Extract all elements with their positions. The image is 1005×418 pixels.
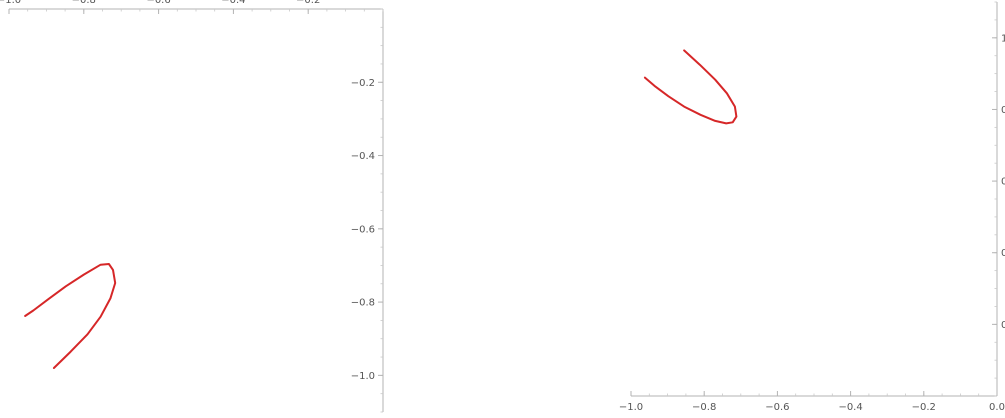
y-tick-label: −0.4 (351, 151, 375, 162)
x-tick-label: −0.8 (72, 0, 96, 6)
series-curve (24, 263, 117, 369)
y-tick-label: 0.6 (1001, 177, 1005, 188)
y-tick-label: 1.0 (1001, 33, 1005, 44)
y-tick-label: 0.4 (1001, 248, 1005, 259)
x-tick-label: 0.0 (989, 402, 1005, 413)
x-tick-label: −0.4 (221, 0, 245, 6)
y-tick-label: −0.2 (351, 78, 375, 89)
x-tick-label: −1.0 (619, 402, 643, 413)
y-tick-label: 0.8 (1001, 105, 1005, 116)
x-tick-label: −0.2 (912, 402, 936, 413)
series-curve (643, 49, 738, 125)
y-tick-label: −0.8 (351, 298, 375, 309)
x-tick-label: −0.8 (692, 402, 716, 413)
x-tick-label: −1.0 (0, 0, 21, 6)
x-tick-label: −0.6 (765, 402, 789, 413)
left-plot: −1.0 −0.8 −0.6 −0.4 −0.2 −0.2 −0.4 −0.6 −0.8 −1.0 (0, 0, 384, 413)
x-tick-label: −0.2 (296, 0, 320, 6)
y-tick-label: −1.0 (351, 371, 375, 382)
y-tick-label: −0.6 (351, 224, 375, 235)
right-plot: −1.0 −0.8 −0.6 −0.4 −0.2 0.0 0.2 0.4 0.6 0.8 1.0 (619, 1, 1005, 413)
x-tick-label: −0.6 (146, 0, 170, 6)
x-tick-label: −0.4 (838, 402, 862, 413)
y-tick-label: 0.2 (1001, 320, 1005, 331)
